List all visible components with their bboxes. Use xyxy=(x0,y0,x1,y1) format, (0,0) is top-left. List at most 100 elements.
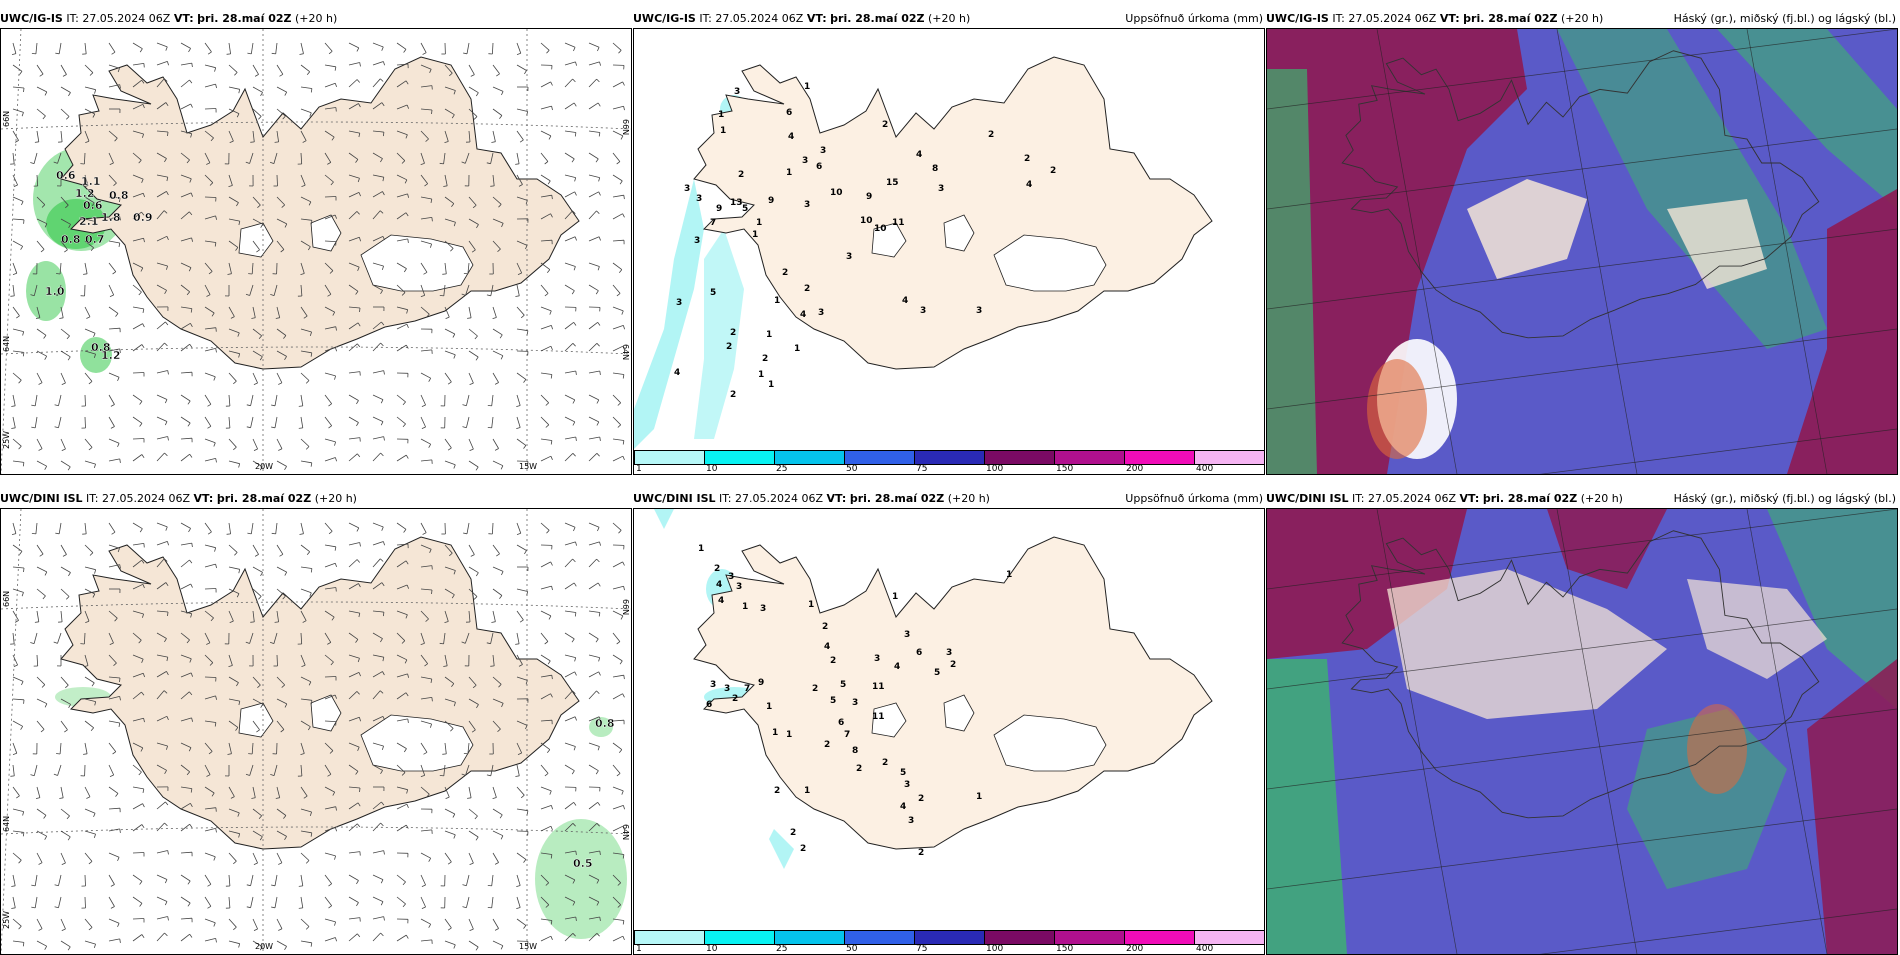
wind-barb-feather xyxy=(598,103,600,106)
precip-value-label: 11 xyxy=(872,712,885,722)
precip-value-label: 1 xyxy=(756,218,762,228)
precip-value-label: 1 xyxy=(804,786,810,796)
colorbar-tick-label: 200 xyxy=(1126,465,1143,474)
wind-barb xyxy=(469,919,473,929)
wind-barb-feather xyxy=(470,449,474,451)
wind-barb xyxy=(109,43,115,52)
wind-barb-feather xyxy=(214,923,216,927)
precip-value-label: 4 xyxy=(800,310,806,320)
colorbar-segment xyxy=(704,930,775,945)
wind-barb xyxy=(229,545,237,552)
wind-barb xyxy=(59,897,62,908)
lead-time: (+20 h) xyxy=(315,492,357,505)
wind-barb xyxy=(613,936,623,941)
wind-barb-feather xyxy=(168,132,169,136)
wind-barb-feather xyxy=(208,52,211,54)
wind-barb-feather xyxy=(311,220,312,224)
wind-barb xyxy=(349,63,360,66)
wind-barb-feather xyxy=(423,533,427,535)
wind-barb xyxy=(181,584,191,589)
wind-barb xyxy=(37,545,43,554)
wind-barb xyxy=(373,43,383,47)
precip-value-label: 0.6 xyxy=(56,169,76,182)
wind-barb xyxy=(13,395,15,406)
wind-barb xyxy=(373,559,380,567)
wind-barb-feather xyxy=(140,903,142,906)
wind-barb-feather xyxy=(118,377,120,381)
wind-barb-feather xyxy=(234,552,237,555)
wind-barb-feather xyxy=(488,885,492,886)
wind-barb-feather xyxy=(44,815,46,818)
wind-barb xyxy=(397,523,406,529)
wind-barb-feather xyxy=(551,562,553,566)
wind-barb xyxy=(589,802,598,809)
colorbar-tick-label: 10 xyxy=(706,465,717,474)
wind-barb xyxy=(157,917,168,920)
wind-barb xyxy=(421,350,432,351)
colorbar-segment xyxy=(914,450,985,465)
wind-barb xyxy=(157,453,165,461)
precip-value-label: 8 xyxy=(852,746,858,756)
wind-barb-feather xyxy=(422,885,426,887)
wind-barb-feather xyxy=(188,423,190,426)
lat-tick-label: 66N xyxy=(2,111,11,127)
wind-barb xyxy=(565,371,576,373)
wind-barb xyxy=(349,875,359,881)
wind-barb xyxy=(275,395,277,406)
wind-barb xyxy=(37,461,47,466)
wind-barb xyxy=(35,395,37,406)
wind-barb xyxy=(13,743,17,753)
wind-barb xyxy=(229,523,231,534)
wind-barb-feather xyxy=(551,456,553,460)
wind-barb-feather xyxy=(11,886,15,887)
wind-barb-feather xyxy=(440,295,444,296)
wind-barb xyxy=(589,343,597,351)
wind-barb xyxy=(85,523,86,534)
wind-barb-feather xyxy=(600,542,601,546)
wind-barb xyxy=(277,439,282,449)
lat-tick-label: 64N xyxy=(621,824,630,840)
wind-barb-feather xyxy=(20,551,22,554)
wind-barb-feather xyxy=(216,828,217,832)
wind-barb xyxy=(373,897,383,902)
wind-barb xyxy=(517,285,519,296)
precip-value-label: 3 xyxy=(920,306,926,316)
lead-time: (+20 h) xyxy=(1561,12,1603,25)
wind-barb xyxy=(37,373,42,383)
wind-barb-feather xyxy=(551,441,552,445)
wind-barb xyxy=(37,655,38,666)
wind-barb-feather xyxy=(383,62,384,66)
wind-barb xyxy=(589,263,599,267)
panel-header: UWC/IG-IS IT: 27.05.2024 06Z VT: þri. 28… xyxy=(0,10,632,28)
precip-value-label: 4 xyxy=(824,642,830,652)
wind-barb-feather xyxy=(23,352,24,356)
wind-barb xyxy=(109,65,120,68)
wind-barb xyxy=(109,897,115,907)
precip-value-label: 4 xyxy=(1026,180,1032,190)
wind-barb xyxy=(157,343,165,351)
precip-title: Uppsöfnuð úrkoma (mm) xyxy=(1125,490,1263,508)
model-name: UWC/IG-IS xyxy=(633,12,696,25)
colorbar-segment xyxy=(914,930,985,945)
wind-barb-feather xyxy=(192,63,193,67)
wind-barb xyxy=(589,285,598,291)
colorbar-segment xyxy=(1124,450,1195,465)
colorbar-segment xyxy=(634,450,705,465)
wind-barb-feather xyxy=(493,318,497,319)
wind-barb xyxy=(157,61,167,65)
wind-barb-feather xyxy=(597,47,599,51)
wind-barb xyxy=(541,562,551,567)
wind-barb-feather xyxy=(67,336,70,339)
wind-barb xyxy=(467,523,469,534)
wind-barb xyxy=(589,395,599,400)
wind-barb-feather xyxy=(299,908,303,909)
wind-barb xyxy=(541,826,551,831)
wind-barb-feather xyxy=(517,533,521,534)
valid-time: þri. 28.maí 02Z xyxy=(217,492,311,505)
lead-time: (+20 h) xyxy=(1581,492,1623,505)
wind-barb xyxy=(277,655,278,666)
colorbar-tick-label: 100 xyxy=(986,465,1003,474)
wind-barb xyxy=(275,875,277,886)
wind-barb xyxy=(469,307,471,318)
wind-barb-feather xyxy=(254,929,258,931)
